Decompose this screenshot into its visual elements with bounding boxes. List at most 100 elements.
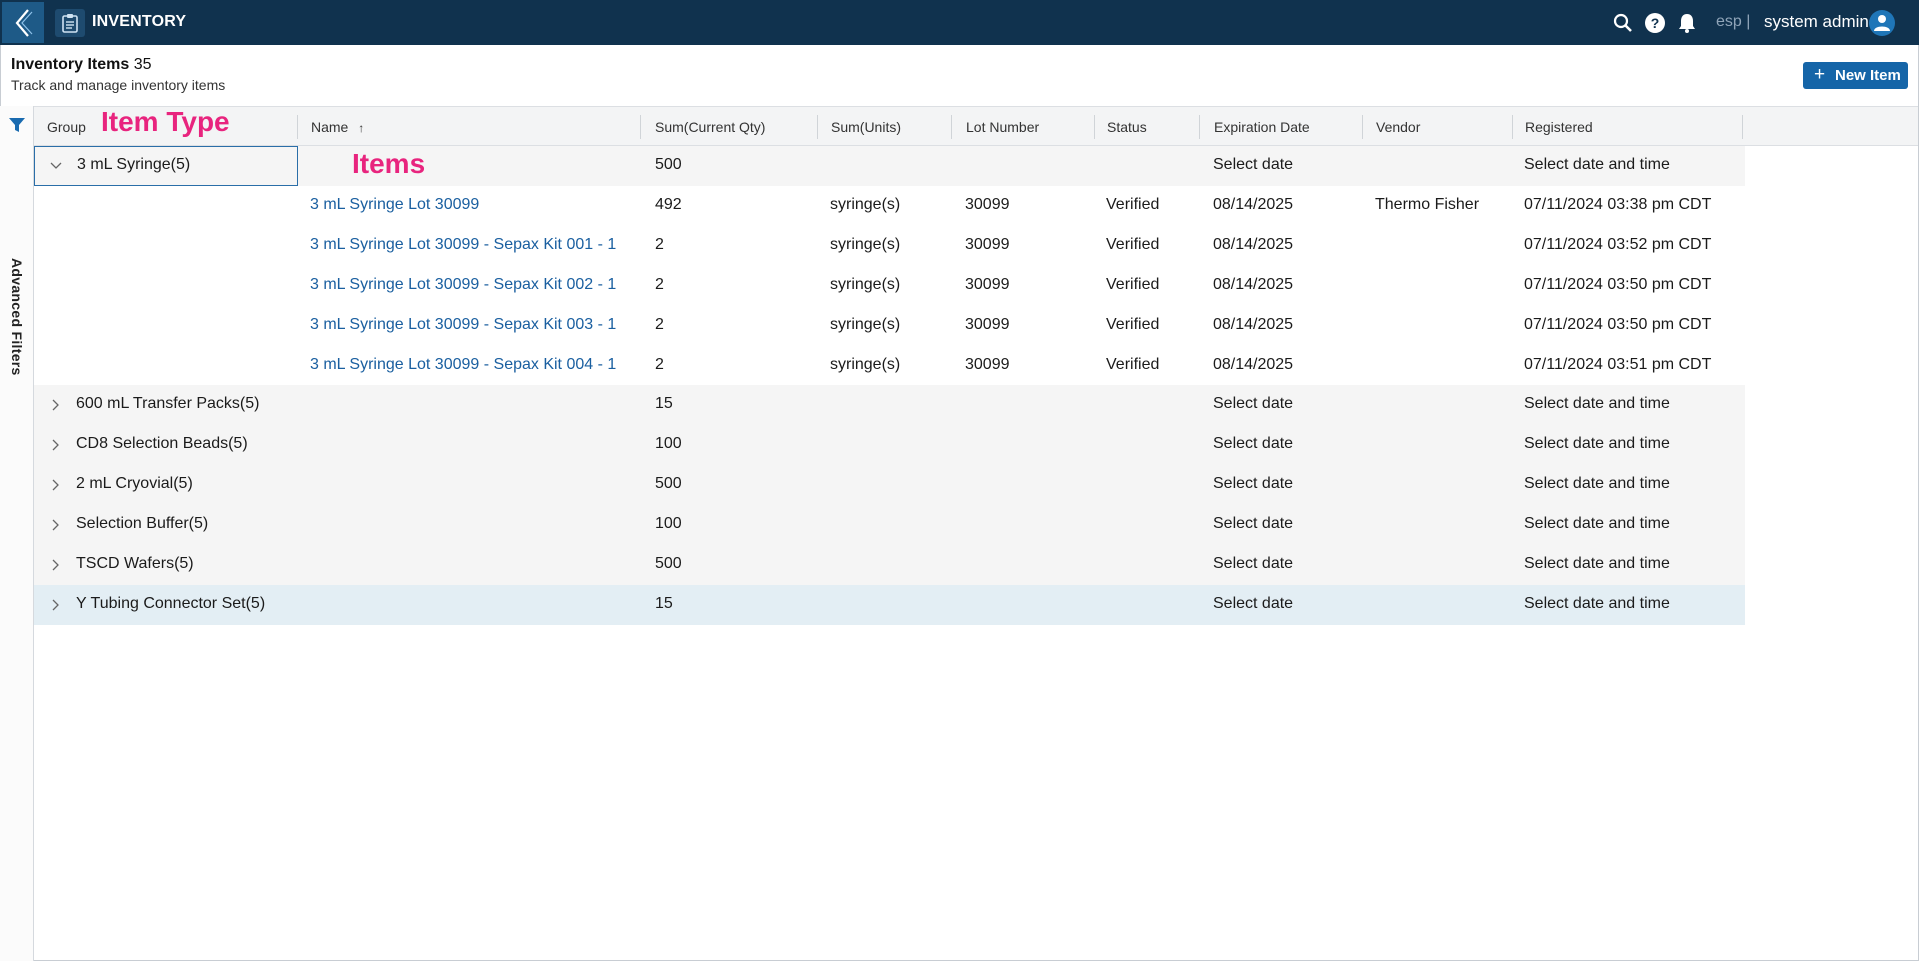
item-qty: 2	[655, 236, 664, 253]
grid-header: Group Name ↑ Sum(Current Qty) Sum(Units)…	[34, 106, 1918, 146]
col-divider[interactable]	[1742, 115, 1743, 139]
item-name[interactable]: 3 mL Syringe Lot 30099 - Sepax Kit 004 -…	[310, 356, 617, 373]
group-qty: 500	[655, 555, 682, 572]
group-expiration[interactable]: Select date	[1213, 515, 1294, 532]
back-button[interactable]	[2, 2, 44, 43]
item-units: syringe(s)	[830, 316, 901, 333]
group-expiration[interactable]: Select date	[1213, 395, 1294, 412]
item-status: Verified	[1106, 236, 1160, 253]
item-registered: 07/11/2024 03:51 pm CDT	[1524, 356, 1712, 373]
col-header-registered[interactable]: Registered	[1525, 119, 1593, 135]
group-qty: 500	[655, 156, 682, 173]
item-row[interactable]: 3 mL Syringe Lot 30099 - Sepax Kit 003 -…	[34, 306, 1745, 346]
item-name[interactable]: 3 mL Syringe Lot 30099 - Sepax Kit 003 -…	[310, 316, 617, 333]
item-expiration: 08/14/2025	[1213, 356, 1294, 373]
col-divider[interactable]	[297, 115, 298, 139]
group-row[interactable]: CD8 Selection Beads(5) 100 Select date Sele…	[34, 425, 1745, 465]
item-expiration: 08/14/2025	[1213, 236, 1294, 253]
item-status: Verified	[1106, 276, 1160, 293]
item-row[interactable]: 3 mL Syringe Lot 30099 - Sepax Kit 004 -…	[34, 346, 1745, 386]
col-divider[interactable]	[817, 115, 818, 139]
user-avatar-icon	[1874, 15, 1890, 31]
item-name[interactable]: 3 mL Syringe Lot 30099 - Sepax Kit 002 -…	[310, 276, 617, 293]
col-divider[interactable]	[1094, 115, 1095, 139]
item-vendor: Thermo Fisher	[1375, 196, 1480, 213]
group-registered[interactable]: Select date and time	[1524, 555, 1670, 572]
chevron-right-icon[interactable]	[47, 397, 63, 413]
item-name[interactable]: 3 mL Syringe Lot 30099 - Sepax Kit 001 -…	[310, 236, 617, 253]
new-item-label: New Item	[1835, 67, 1901, 84]
col-header-status[interactable]: Status	[1107, 119, 1147, 135]
item-row[interactable]: 3 mL Syringe Lot 30099 - Sepax Kit 001 -…	[34, 226, 1745, 266]
group-registered[interactable]: Select date and time	[1524, 156, 1670, 173]
filter-icon[interactable]	[8, 116, 26, 134]
new-item-button[interactable]: + New Item	[1803, 62, 1908, 89]
chevron-right-icon[interactable]	[47, 477, 63, 493]
item-row[interactable]: 3 mL Syringe Lot 30099 - Sepax Kit 002 -…	[34, 266, 1745, 306]
item-count: 35	[133, 56, 152, 73]
item-lot: 30099	[965, 356, 1010, 373]
user-avatar[interactable]	[1869, 10, 1895, 36]
page-title-text: Inventory Items	[11, 56, 130, 73]
item-status: Verified	[1106, 356, 1160, 373]
group-expiration[interactable]: Select date	[1213, 595, 1294, 612]
group-count: (5)	[245, 595, 266, 612]
group-expiration[interactable]: Select date	[1213, 475, 1294, 492]
col-header-name[interactable]: Name ↑	[311, 119, 364, 135]
col-divider[interactable]	[640, 115, 641, 139]
item-lot: 30099	[965, 316, 1010, 333]
group-registered[interactable]: Select date and time	[1524, 475, 1670, 492]
item-name[interactable]: 3 mL Syringe Lot 30099	[310, 196, 480, 213]
group-name-text: Selection Buffer	[76, 515, 189, 532]
chevron-down-icon[interactable]	[48, 158, 64, 174]
group-count: (5)	[228, 435, 248, 452]
user-name[interactable]: system admin	[1764, 12, 1869, 31]
col-header-lot-number[interactable]: Lot Number	[966, 119, 1040, 135]
col-header-sum-units[interactable]: Sum(Units)	[831, 119, 902, 135]
group-registered[interactable]: Select date and time	[1524, 515, 1670, 532]
search-icon[interactable]	[1612, 12, 1634, 34]
col-divider[interactable]	[1199, 115, 1200, 139]
chevron-right-icon[interactable]	[47, 437, 63, 453]
group-row-expanded[interactable]: 3 mL Syringe(5) 500 Select date Select d…	[34, 146, 1745, 186]
group-row[interactable]: TSCD Wafers(5) 500 Select date Select date …	[34, 545, 1745, 585]
chevron-right-icon[interactable]	[47, 597, 63, 613]
advanced-filters-label[interactable]: Advanced Filters	[9, 258, 25, 378]
group-expiration[interactable]: Select date	[1213, 156, 1294, 173]
group-name: Selection Buffer(5)	[76, 515, 208, 533]
group-name: TSCD Wafers(5)	[76, 555, 194, 573]
advanced-filters-rail[interactable]: Advanced Filters	[0, 106, 34, 961]
col-header-vendor[interactable]: Vendor	[1376, 119, 1421, 135]
item-lot: 30099	[965, 236, 1010, 253]
group-row[interactable]: Selection Buffer(5) 100 Select date Select …	[34, 505, 1745, 545]
item-units: syringe(s)	[830, 236, 901, 253]
group-cell-focus[interactable]	[34, 146, 298, 186]
item-row[interactable]: 3 mL Syringe Lot 30099 492 syringe(s) 30099…	[34, 186, 1745, 226]
group-row[interactable]: Y Tubing Connector Set(5) 15 Select date Se…	[34, 585, 1745, 625]
bell-icon[interactable]	[1676, 12, 1698, 34]
group-qty: 15	[655, 395, 673, 412]
item-registered: 07/11/2024 03:52 pm CDT	[1524, 236, 1712, 253]
plus-icon: +	[1814, 64, 1826, 85]
group-registered[interactable]: Select date and time	[1524, 435, 1670, 452]
group-registered[interactable]: Select date and time	[1524, 595, 1670, 612]
help-icon[interactable]: ?	[1644, 12, 1666, 34]
col-divider[interactable]	[951, 115, 952, 139]
group-registered[interactable]: Select date and time	[1524, 395, 1670, 412]
group-expiration[interactable]: Select date	[1213, 435, 1294, 452]
group-name-text: 600 mL Transfer Packs	[76, 395, 240, 412]
group-row[interactable]: 2 mL Cryovial(5) 500 Select date Select dat…	[34, 465, 1745, 505]
chevron-right-icon[interactable]	[47, 517, 63, 533]
col-header-expiration[interactable]: Expiration Date	[1214, 119, 1310, 135]
group-expiration[interactable]: Select date	[1213, 555, 1294, 572]
col-divider[interactable]	[1512, 115, 1513, 139]
page-title: Inventory Items 35	[11, 56, 152, 74]
chevron-right-icon[interactable]	[47, 557, 63, 573]
col-divider[interactable]	[1362, 115, 1363, 139]
app-icon[interactable]	[55, 9, 85, 37]
col-header-sum-qty[interactable]: Sum(Current Qty)	[655, 119, 766, 135]
col-header-group[interactable]: Group	[47, 119, 86, 135]
group-qty: 100	[655, 435, 682, 452]
group-row[interactable]: 600 mL Transfer Packs(5) 15 Select date Sel…	[34, 385, 1745, 425]
language-toggle[interactable]: esp |	[1716, 13, 1751, 30]
